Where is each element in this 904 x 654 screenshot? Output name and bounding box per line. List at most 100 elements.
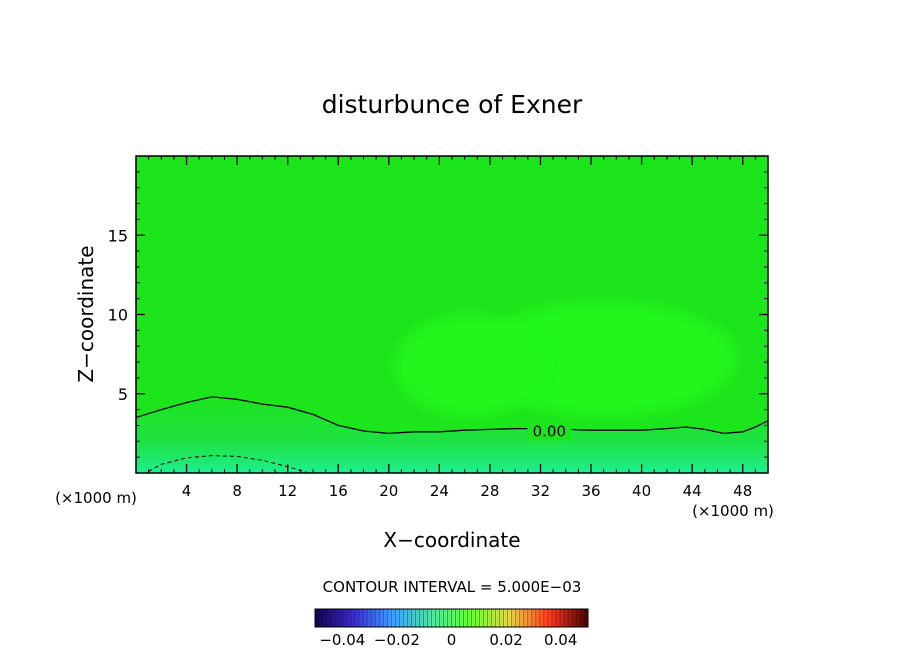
x-tick-label: 16	[329, 482, 348, 500]
contour-interval-label: CONTOUR INTERVAL = 5.000E−03	[323, 578, 582, 596]
chart-title: disturbunce of Exner	[322, 90, 583, 119]
colorbar-segment	[443, 609, 448, 627]
colorbar-segment	[483, 609, 488, 627]
colorbar-segment	[459, 609, 464, 627]
colorbar-segment	[327, 609, 332, 627]
colorbar-segment	[375, 609, 380, 627]
y-tick-label: 10	[108, 306, 128, 325]
colorbar-segment	[323, 609, 328, 627]
colorbar: −0.04 −0.02 0 0.02 0.04	[314, 608, 589, 649]
x-tick-label: 28	[480, 482, 499, 500]
colorbar-segment	[495, 609, 500, 627]
colorbar-segment	[487, 609, 492, 627]
x-tick-label: 32	[531, 482, 550, 500]
colorbar-segment	[463, 609, 468, 627]
colorbar-segment	[339, 609, 344, 627]
colorbar-segment	[543, 609, 548, 627]
colorbar-segment	[571, 609, 576, 627]
contour-line-negative	[148, 455, 307, 473]
contour-label: 0.00	[533, 423, 566, 441]
colorbar-segment	[371, 609, 376, 627]
colorbar-segment	[579, 609, 584, 627]
colorbar-segment	[499, 609, 504, 627]
colorbar-segment	[475, 609, 480, 627]
x-tick-label: 36	[581, 482, 600, 500]
colorbar-tick-label: 0.02	[489, 631, 522, 649]
colorbar-segment	[455, 609, 460, 627]
colorbar-segment	[331, 609, 336, 627]
colorbar-segment	[507, 609, 512, 627]
colorbar-segment	[559, 609, 564, 627]
positive-anomaly-patch	[395, 314, 547, 416]
contour-label-knockout	[527, 422, 572, 441]
colorbar-tick-label: 0.04	[544, 631, 577, 649]
colorbar-segment	[547, 609, 552, 627]
colorbar-segment	[451, 609, 456, 627]
x-tick-label: 8	[232, 482, 242, 500]
colorbar-segment	[411, 609, 416, 627]
colorbar-segment	[391, 609, 396, 627]
colorbar-segment	[479, 609, 484, 627]
colorbar-segment	[355, 609, 360, 627]
x-tick-label: 40	[632, 482, 651, 500]
x-tick-label: 48	[733, 482, 752, 500]
colorbar-segment	[515, 609, 520, 627]
x-unit-left: (×1000 m)	[55, 489, 137, 507]
colorbar-segment	[583, 609, 588, 627]
colorbar-segment	[415, 609, 420, 627]
x-tick-label: 12	[278, 482, 297, 500]
colorbar-segment	[467, 609, 472, 627]
x-tick-label: 4	[182, 482, 192, 500]
x-tick-label: 44	[683, 482, 702, 500]
colorbar-segment	[519, 609, 524, 627]
x-tick-label: 24	[430, 482, 449, 500]
colorbar-segment	[431, 609, 436, 627]
colorbar-segment	[511, 609, 516, 627]
colorbar-tick-label: −0.02	[374, 631, 420, 649]
colorbar-segment	[359, 609, 364, 627]
colorbar-segment	[387, 609, 392, 627]
y-tick-label: 5	[118, 385, 128, 404]
colorbar-segment	[535, 609, 540, 627]
colorbar-segment	[555, 609, 560, 627]
colorbar-segment	[575, 609, 580, 627]
colorbar-segment	[379, 609, 384, 627]
plot-frame	[135, 155, 769, 474]
contour-line-zero	[136, 396, 768, 435]
plot-area: 0.00	[135, 155, 769, 474]
colorbar-segment	[315, 609, 320, 627]
colorbar-segment	[439, 609, 444, 627]
colorbar-segment	[423, 609, 428, 627]
colorbar-frame	[314, 608, 589, 628]
negative-anomaly-region	[136, 396, 768, 473]
colorbar-segment	[403, 609, 408, 627]
colorbar-tick-label: −0.04	[319, 631, 365, 649]
y-tick-label: 15	[108, 226, 128, 245]
colorbar-segment	[491, 609, 496, 627]
colorbar-segment	[383, 609, 388, 627]
colorbar-segment	[527, 609, 532, 627]
colorbar-segment	[395, 609, 400, 627]
colorbar-segment	[335, 609, 340, 627]
colorbar-segment	[539, 609, 544, 627]
colorbar-segment	[563, 609, 568, 627]
colorbar-segment	[435, 609, 440, 627]
colorbar-segment	[407, 609, 412, 627]
colorbar-segment	[471, 609, 476, 627]
colorbar-segment	[531, 609, 536, 627]
colorbar-segment	[427, 609, 432, 627]
x-axis-label: X−coordinate	[383, 528, 520, 552]
colorbar-segment	[347, 609, 352, 627]
x-unit-right: (×1000 m)	[692, 502, 774, 520]
colorbar-segment	[523, 609, 528, 627]
colorbar-segment	[367, 609, 372, 627]
colorbar-segment	[503, 609, 508, 627]
colorbar-segment	[319, 609, 324, 627]
colorbar-segment	[351, 609, 356, 627]
y-axis-label: Z−coordinate	[74, 245, 98, 382]
x-tick-label: 20	[379, 482, 398, 500]
colorbar-segment	[447, 609, 452, 627]
colorbar-tick-label: 0	[447, 631, 457, 649]
colorbar-segment	[419, 609, 424, 627]
